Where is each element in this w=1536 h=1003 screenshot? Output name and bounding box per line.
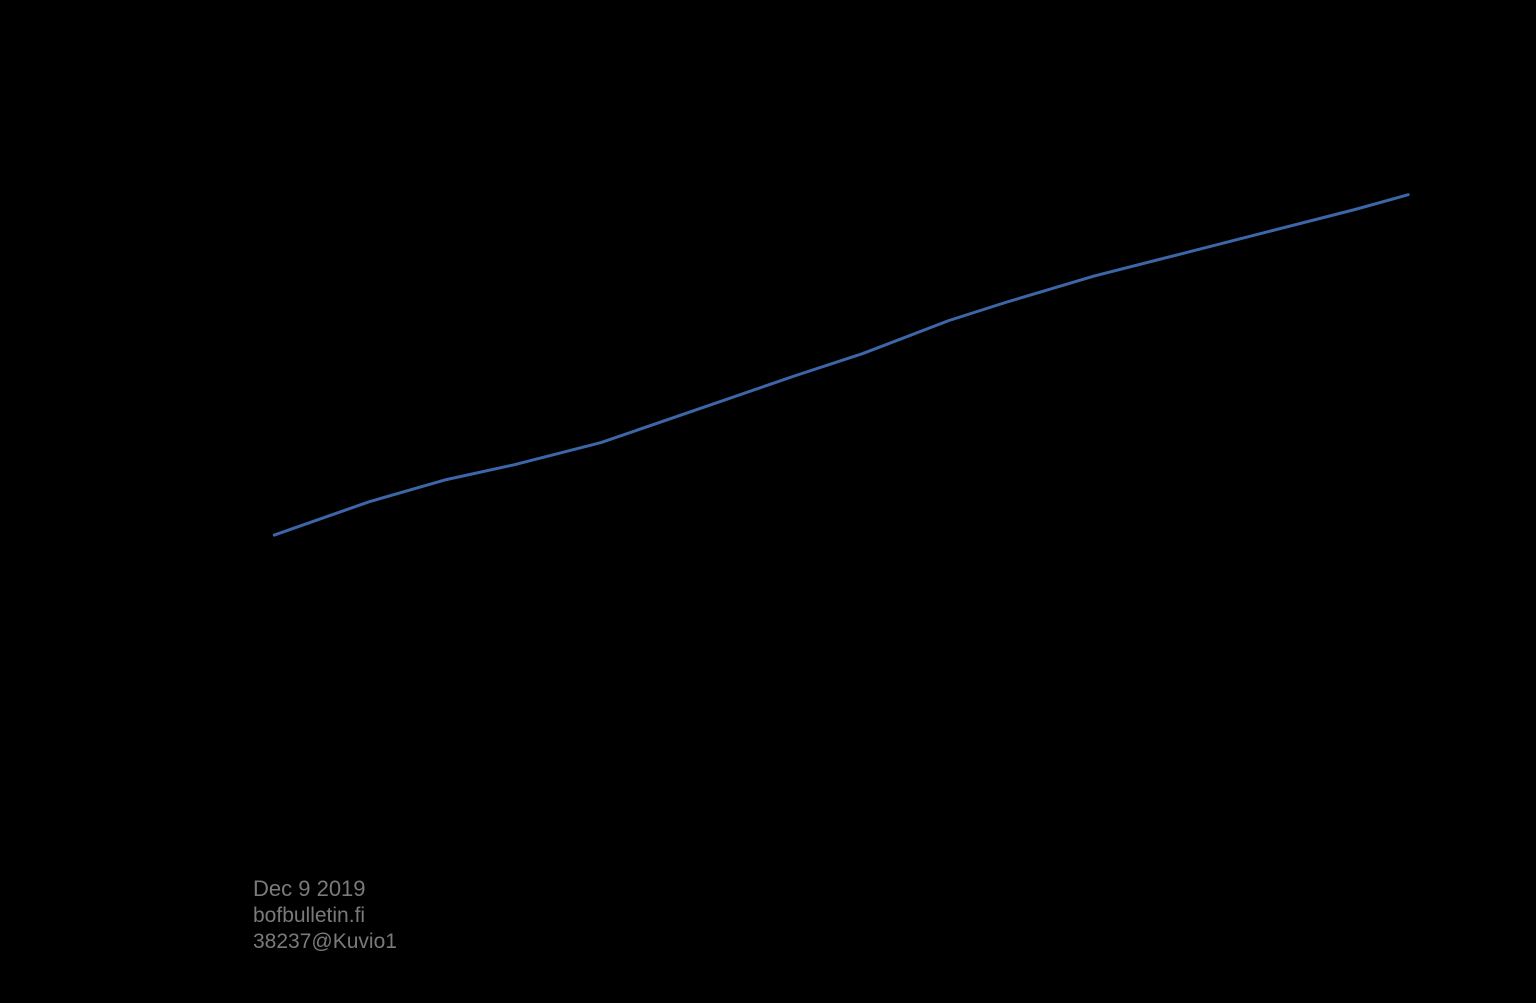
footer-date: Dec 9 2019 — [253, 875, 397, 903]
chart-footer: Dec 9 2019 bofbulletin.fi 38237@Kuvio1 — [253, 875, 397, 955]
line-chart — [0, 0, 1536, 1003]
chart-container: Dec 9 2019 bofbulletin.fi 38237@Kuvio1 — [0, 0, 1536, 1003]
main-series-line — [274, 195, 1408, 535]
footer-ref: 38237@Kuvio1 — [253, 929, 397, 955]
footer-site: bofbulletin.fi — [253, 903, 397, 929]
